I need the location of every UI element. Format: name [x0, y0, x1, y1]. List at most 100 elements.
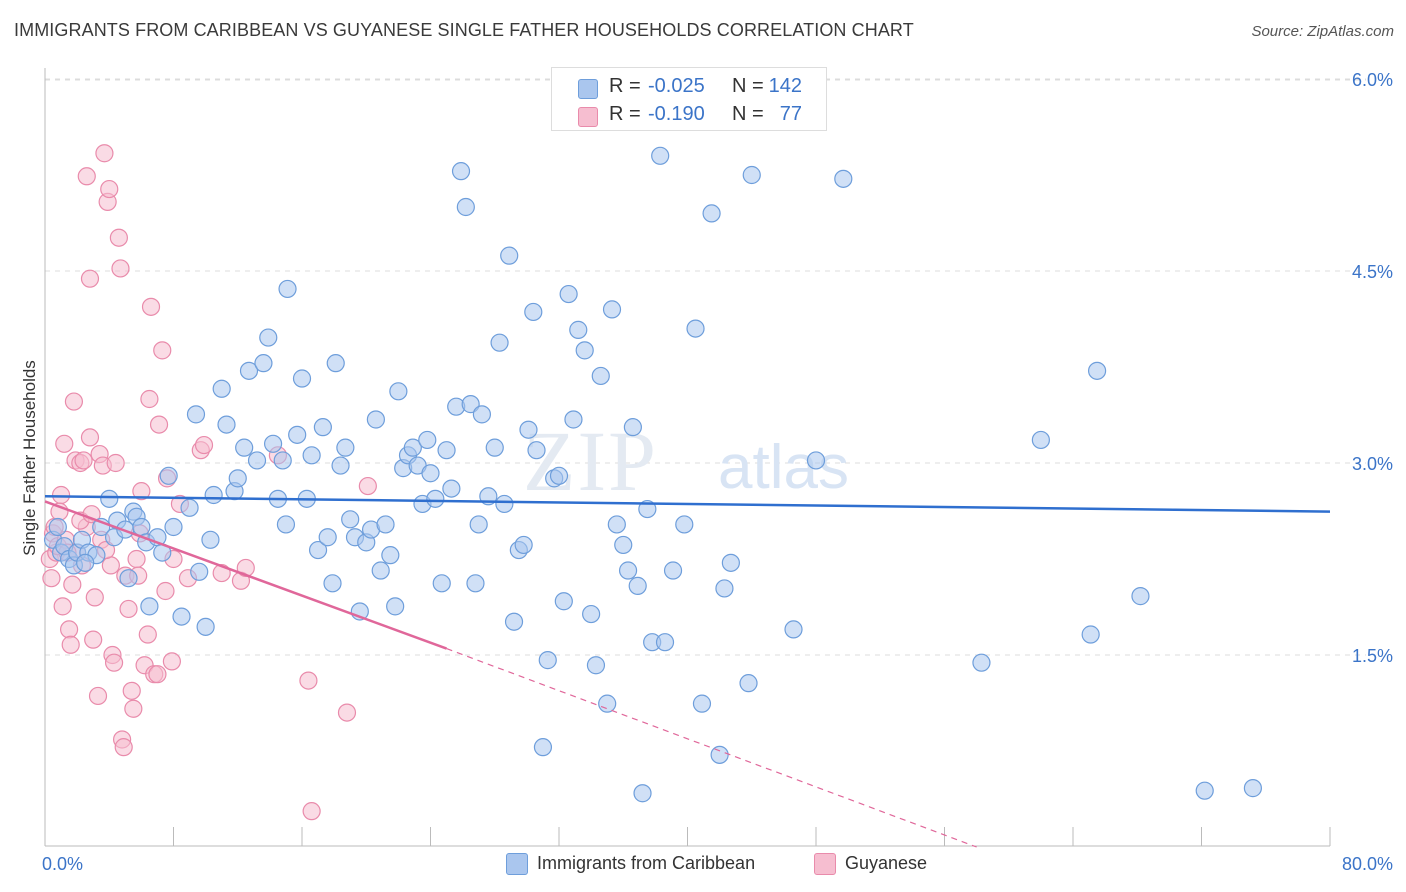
guyanese-point [114, 738, 133, 757]
caribbean-point [331, 456, 350, 475]
caribbean-point [651, 146, 670, 165]
caribbean-points [43, 146, 1263, 803]
legend-label: Immigrants from Caribbean [537, 853, 756, 873]
guyanese-point [42, 569, 61, 588]
caribbean-point [366, 410, 385, 429]
caribbean-point [514, 535, 533, 555]
caribbean-legend-swatch [506, 853, 528, 875]
guyanese-point [101, 556, 120, 575]
caribbean-point [217, 415, 236, 434]
caribbean-point [308, 540, 328, 560]
caribbean-point [159, 466, 178, 485]
x-tick-label: 0.0% [42, 854, 83, 874]
caribbean-point [48, 517, 67, 537]
caribbean-swatch [578, 79, 598, 99]
caribbean-point [254, 354, 273, 373]
caribbean-point [180, 498, 199, 517]
y-tick-label: 6.0% [1352, 70, 1393, 90]
guyanese-point [61, 635, 80, 654]
caribbean-point [655, 633, 675, 652]
n-label: N = [732, 75, 764, 97]
stats-legend: R = -0.025 N = 142 R = -0.190 N = 77 [551, 67, 827, 131]
caribbean-point [472, 405, 491, 424]
caribbean-point [140, 597, 159, 616]
caribbean-point [686, 319, 705, 338]
caribbean-point [132, 517, 151, 537]
caribbean-point [456, 197, 475, 217]
caribbean-point [172, 607, 191, 626]
caribbean-point [323, 574, 342, 593]
n-value: 142 [768, 75, 802, 97]
n-value: 77 [779, 103, 802, 125]
guyanese-trend-extension [446, 648, 977, 848]
caribbean-point [972, 653, 991, 672]
stats-row-caribbean: R = -0.025 N = 142 [552, 72, 826, 102]
caribbean-point [1081, 625, 1100, 644]
guyanese-legend-swatch [814, 853, 836, 875]
caribbean-point [119, 569, 138, 588]
chart-title: IMMIGRANTS FROM CARIBBEAN VS GUYANESE SI… [14, 20, 914, 40]
guyanese-point [122, 681, 141, 700]
caribbean-point [628, 576, 647, 595]
watermark-atlas: atlas [718, 433, 849, 502]
caribbean-point [702, 204, 721, 223]
caribbean-point [302, 446, 321, 465]
caribbean-point [504, 612, 524, 631]
caribbean-point [806, 451, 826, 470]
guyanese-swatch [578, 107, 598, 127]
caribbean-point [638, 499, 657, 519]
caribbean-point [1031, 430, 1050, 450]
caribbean-point [403, 438, 422, 457]
caribbean-point [633, 784, 652, 803]
guyanese-point [140, 389, 159, 409]
guyanese-point [88, 686, 108, 706]
legend-label: Guyanese [845, 853, 928, 873]
guyanese-point [100, 179, 119, 199]
caribbean-point [614, 535, 633, 555]
caribbean-point [834, 169, 853, 188]
caribbean-point [228, 469, 247, 488]
caribbean-point [602, 300, 622, 319]
caribbean-point [692, 694, 712, 713]
caribbean-point [451, 162, 471, 181]
caribbean-point [276, 515, 296, 534]
caribbean-point [259, 328, 278, 347]
caribbean-point [313, 418, 332, 437]
guyanese-point [106, 453, 125, 473]
caribbean-point [1243, 779, 1263, 798]
caribbean-point [715, 579, 734, 598]
caribbean-point [288, 425, 307, 444]
x-tick-label: 80.0% [1342, 854, 1393, 874]
caribbean-point [292, 369, 312, 388]
caribbean-point [461, 395, 480, 414]
caribbean-point [418, 430, 437, 450]
caribbean-point [710, 745, 729, 764]
guyanese-point [77, 167, 96, 186]
guyanese-point [109, 228, 128, 247]
caribbean-point [623, 418, 642, 437]
caribbean-point [186, 405, 206, 424]
guyanese-point [156, 581, 175, 601]
caribbean-point [721, 553, 740, 572]
guyanese-point [74, 451, 93, 470]
guyanese-point [63, 575, 82, 594]
guyanese-point [85, 588, 104, 607]
guyanese-point [358, 476, 377, 496]
caribbean-point [784, 620, 803, 639]
caribbean-point [204, 485, 223, 505]
caribbean-point [1131, 587, 1150, 606]
caribbean-point [554, 592, 573, 611]
caribbean-point [598, 694, 617, 713]
guyanese-point [132, 482, 151, 501]
caribbean-point [582, 604, 601, 624]
caribbean-point [100, 489, 119, 508]
guyanese-point [299, 671, 318, 690]
caribbean-point [263, 434, 283, 453]
caribbean-point [432, 574, 451, 593]
caribbean-point [437, 441, 456, 460]
caribbean-point [371, 561, 390, 580]
guyanese-point [59, 620, 79, 639]
caribbean-point [533, 738, 553, 757]
guyanese-point [104, 653, 124, 672]
caribbean-point [586, 656, 606, 675]
